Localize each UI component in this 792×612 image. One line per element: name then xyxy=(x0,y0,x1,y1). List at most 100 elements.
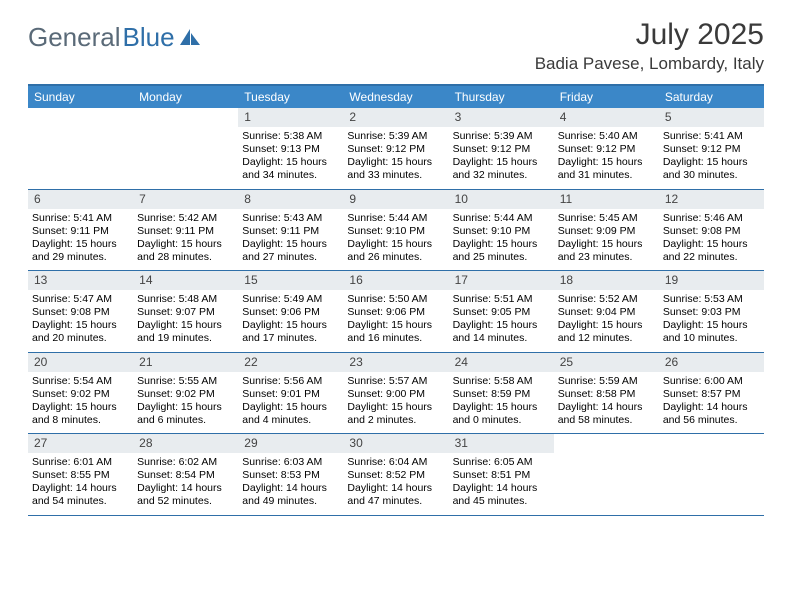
sunrise-text: Sunrise: 5:53 AM xyxy=(663,293,760,306)
daylight-text: Daylight: 15 hours and 19 minutes. xyxy=(137,319,234,345)
daylight-text: Daylight: 15 hours and 27 minutes. xyxy=(242,238,339,264)
sunset-text: Sunset: 8:52 PM xyxy=(347,469,444,482)
title-block: July 2025 Badia Pavese, Lombardy, Italy xyxy=(535,18,764,74)
daylight-text: Daylight: 14 hours and 49 minutes. xyxy=(242,482,339,508)
sunset-text: Sunset: 8:57 PM xyxy=(663,388,760,401)
sunset-text: Sunset: 9:08 PM xyxy=(663,225,760,238)
week-row: 6Sunrise: 5:41 AMSunset: 9:11 PMDaylight… xyxy=(28,190,764,272)
daylight-text: Daylight: 15 hours and 14 minutes. xyxy=(453,319,550,345)
sunrise-text: Sunrise: 6:03 AM xyxy=(242,456,339,469)
day-number: 25 xyxy=(554,353,659,372)
sunset-text: Sunset: 8:55 PM xyxy=(32,469,129,482)
day-cell: 24Sunrise: 5:58 AMSunset: 8:59 PMDayligh… xyxy=(449,353,554,434)
day-number: 15 xyxy=(238,271,343,290)
sunrise-text: Sunrise: 5:41 AM xyxy=(663,130,760,143)
day-cell xyxy=(554,434,659,515)
daylight-text: Daylight: 15 hours and 10 minutes. xyxy=(663,319,760,345)
sunrise-text: Sunrise: 5:47 AM xyxy=(32,293,129,306)
day-cell: 7Sunrise: 5:42 AMSunset: 9:11 PMDaylight… xyxy=(133,190,238,271)
sunset-text: Sunset: 9:02 PM xyxy=(137,388,234,401)
day-number: 16 xyxy=(343,271,448,290)
day-number: 29 xyxy=(238,434,343,453)
weekday-label: Saturday xyxy=(659,86,764,108)
day-number: 23 xyxy=(343,353,448,372)
day-number: 2 xyxy=(343,108,448,127)
sunrise-text: Sunrise: 5:51 AM xyxy=(453,293,550,306)
weekday-label: Wednesday xyxy=(343,86,448,108)
sunset-text: Sunset: 9:03 PM xyxy=(663,306,760,319)
daylight-text: Daylight: 15 hours and 0 minutes. xyxy=(453,401,550,427)
sunset-text: Sunset: 9:02 PM xyxy=(32,388,129,401)
day-cell: 19 Sunrise: 5:53 AMSunset: 9:03 PMDayligh… xyxy=(659,271,764,352)
daylight-text: Daylight: 14 hours and 54 minutes. xyxy=(32,482,129,508)
sunrise-text: Sunrise: 5:43 AM xyxy=(242,212,339,225)
header: General Blue July 2025 Badia Pavese, Lom… xyxy=(28,18,764,74)
sunrise-text: Sunrise: 5:48 AM xyxy=(137,293,234,306)
daylight-text: Daylight: 15 hours and 26 minutes. xyxy=(347,238,444,264)
day-cell: 30Sunrise: 6:04 AMSunset: 8:52 PMDayligh… xyxy=(343,434,448,515)
sunrise-text: Sunrise: 5:52 AM xyxy=(558,293,655,306)
sunset-text: Sunset: 9:06 PM xyxy=(242,306,339,319)
sunset-text: Sunset: 9:00 PM xyxy=(347,388,444,401)
daylight-text: Daylight: 15 hours and 31 minutes. xyxy=(558,156,655,182)
daylight-text: Daylight: 14 hours and 52 minutes. xyxy=(137,482,234,508)
sunrise-text: Sunrise: 5:42 AM xyxy=(137,212,234,225)
day-number: 21 xyxy=(133,353,238,372)
daylight-text: Daylight: 15 hours and 20 minutes. xyxy=(32,319,129,345)
day-number: 7 xyxy=(133,190,238,209)
sunrise-text: Sunrise: 6:05 AM xyxy=(453,456,550,469)
day-cell: 31Sunrise: 6:05 AMSunset: 8:51 PMDayligh… xyxy=(449,434,554,515)
sunrise-text: Sunrise: 5:54 AM xyxy=(32,375,129,388)
day-number: 3 xyxy=(449,108,554,127)
daylight-text: Daylight: 15 hours and 17 minutes. xyxy=(242,319,339,345)
day-number: 19 xyxy=(659,271,764,290)
day-cell: 25Sunrise: 5:59 AMSunset: 8:58 PMDayligh… xyxy=(554,353,659,434)
sunset-text: Sunset: 9:04 PM xyxy=(558,306,655,319)
day-cell: 4Sunrise: 5:40 AMSunset: 9:12 PMDaylight… xyxy=(554,108,659,189)
day-cell: 1Sunrise: 5:38 AMSunset: 9:13 PMDaylight… xyxy=(238,108,343,189)
sunrise-text: Sunrise: 5:45 AM xyxy=(558,212,655,225)
daylight-text: Daylight: 15 hours and 2 minutes. xyxy=(347,401,444,427)
day-number: 5 xyxy=(659,108,764,127)
week-row: 27Sunrise: 6:01 AMSunset: 8:55 PMDayligh… xyxy=(28,434,764,516)
day-number: 13 xyxy=(28,271,133,290)
day-cell: 12Sunrise: 5:46 AMSunset: 9:08 PMDayligh… xyxy=(659,190,764,271)
sunrise-text: Sunrise: 5:59 AM xyxy=(558,375,655,388)
day-number: 14 xyxy=(133,271,238,290)
sunrise-text: Sunrise: 5:39 AM xyxy=(453,130,550,143)
daylight-text: Daylight: 15 hours and 33 minutes. xyxy=(347,156,444,182)
daylight-text: Daylight: 15 hours and 30 minutes. xyxy=(663,156,760,182)
day-cell: 21Sunrise: 5:55 AMSunset: 9:02 PMDayligh… xyxy=(133,353,238,434)
day-number: 18 xyxy=(554,271,659,290)
day-cell: 8Sunrise: 5:43 AMSunset: 9:11 PMDaylight… xyxy=(238,190,343,271)
week-row: 13Sunrise: 5:47 AMSunset: 9:08 PMDayligh… xyxy=(28,271,764,353)
sunrise-text: Sunrise: 5:58 AM xyxy=(453,375,550,388)
day-number: 20 xyxy=(28,353,133,372)
calendar: SundayMondayTuesdayWednesdayThursdayFrid… xyxy=(28,84,764,516)
day-cell: 22Sunrise: 5:56 AMSunset: 9:01 PMDayligh… xyxy=(238,353,343,434)
day-cell: 10Sunrise: 5:44 AMSunset: 9:10 PMDayligh… xyxy=(449,190,554,271)
day-cell: 27Sunrise: 6:01 AMSunset: 8:55 PMDayligh… xyxy=(28,434,133,515)
weekday-label: Thursday xyxy=(449,86,554,108)
day-number: 1 xyxy=(238,108,343,127)
sunrise-text: Sunrise: 5:44 AM xyxy=(453,212,550,225)
day-cell xyxy=(659,434,764,515)
sunset-text: Sunset: 9:12 PM xyxy=(663,143,760,156)
day-number: 17 xyxy=(449,271,554,290)
sail-icon xyxy=(179,28,201,46)
day-number: 30 xyxy=(343,434,448,453)
day-cell: 3Sunrise: 5:39 AMSunset: 9:12 PMDaylight… xyxy=(449,108,554,189)
day-number: 9 xyxy=(343,190,448,209)
day-cell: 17Sunrise: 5:51 AMSunset: 9:05 PMDayligh… xyxy=(449,271,554,352)
day-number: 24 xyxy=(449,353,554,372)
sunset-text: Sunset: 9:07 PM xyxy=(137,306,234,319)
brand-part1: General xyxy=(28,22,121,53)
daylight-text: Daylight: 15 hours and 23 minutes. xyxy=(558,238,655,264)
sunset-text: Sunset: 9:12 PM xyxy=(453,143,550,156)
sunset-text: Sunset: 9:01 PM xyxy=(242,388,339,401)
daylight-text: Daylight: 15 hours and 25 minutes. xyxy=(453,238,550,264)
daylight-text: Daylight: 15 hours and 28 minutes. xyxy=(137,238,234,264)
daylight-text: Daylight: 15 hours and 29 minutes. xyxy=(32,238,129,264)
daylight-text: Daylight: 15 hours and 22 minutes. xyxy=(663,238,760,264)
day-cell: 6Sunrise: 5:41 AMSunset: 9:11 PMDaylight… xyxy=(28,190,133,271)
